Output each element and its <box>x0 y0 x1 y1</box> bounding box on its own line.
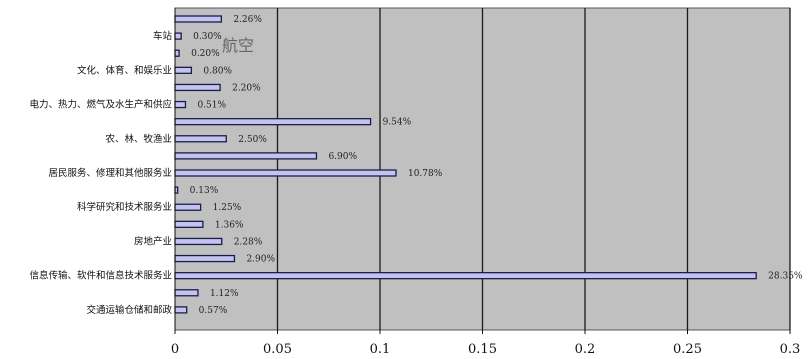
data-label: 0.80% <box>203 66 232 76</box>
x-tick-label: 0.15 <box>468 342 497 357</box>
data-label: 28.35% <box>768 272 803 282</box>
bar <box>174 289 199 297</box>
data-label: 0.30% <box>193 32 222 42</box>
data-label: 2.90% <box>246 255 275 265</box>
bar <box>174 66 193 74</box>
category-label: 科学研究和技术服务业 <box>77 201 172 213</box>
category-label: 房地产业 <box>134 235 172 247</box>
bar <box>174 152 318 160</box>
bar <box>174 272 757 280</box>
bar <box>174 135 227 143</box>
bar <box>174 15 222 23</box>
data-label: 1.25% <box>213 203 242 213</box>
data-label: 9.54% <box>383 118 412 128</box>
x-axis-ticks: 0 0.05 0.1 0.15 0.2 0.25 0.3 <box>171 330 800 357</box>
category-label: 农、林、牧渔业 <box>105 133 172 145</box>
bars <box>174 15 757 314</box>
bar <box>174 220 204 228</box>
data-label: 2.26% <box>233 15 262 25</box>
x-tick-label: 0.1 <box>370 342 391 357</box>
category-label: 文化、体育、和娱乐业 <box>77 64 172 76</box>
bar <box>174 306 188 314</box>
category-label: 信息传输、软件和信息技术服务业 <box>29 270 172 282</box>
bar <box>174 100 187 109</box>
bar <box>174 254 236 263</box>
bar <box>174 203 202 211</box>
data-label: 1.12% <box>210 289 239 299</box>
bar <box>174 32 182 40</box>
data-label: 2.20% <box>232 83 261 93</box>
bar <box>174 49 180 57</box>
category-label: 居民服务、修理和其他服务业 <box>48 167 172 179</box>
data-label: 2.50% <box>238 135 267 145</box>
data-label: 0.51% <box>197 101 226 111</box>
data-label: 0.20% <box>191 49 220 59</box>
data-label: 2.28% <box>234 237 263 247</box>
bar <box>174 118 372 126</box>
data-label: 0.13% <box>190 186 219 196</box>
x-tick-label: 0.05 <box>263 342 292 357</box>
x-tick-label: 0.25 <box>673 342 702 357</box>
bar <box>174 83 221 92</box>
x-tick-label: 0 <box>171 342 179 357</box>
data-label: 1.36% <box>215 220 244 230</box>
bar <box>174 237 223 246</box>
x-tick-label: 0.2 <box>575 342 596 357</box>
category-labels: 车站文化、体育、和娱乐业电力、热力、燃气及水生产和供应农、林、牧渔业居民服务、修… <box>29 30 172 316</box>
category-label: 交通运输仓储和邮政 <box>86 304 172 316</box>
data-label: 0.57% <box>199 306 228 316</box>
overlay-text: 航空 <box>222 36 254 55</box>
data-label: 6.90% <box>328 152 357 162</box>
data-label: 10.78% <box>408 169 443 179</box>
category-label: 电力、热力、燃气及水生产和供应 <box>29 99 172 111</box>
bar <box>174 169 397 177</box>
category-label: 车站 <box>153 30 173 42</box>
data-labels: 2.26% 0.30% 0.20% 0.80%2.20% 0.51% 9.54% 2.50%… <box>190 15 803 316</box>
x-tick-label: 0.3 <box>780 342 801 357</box>
